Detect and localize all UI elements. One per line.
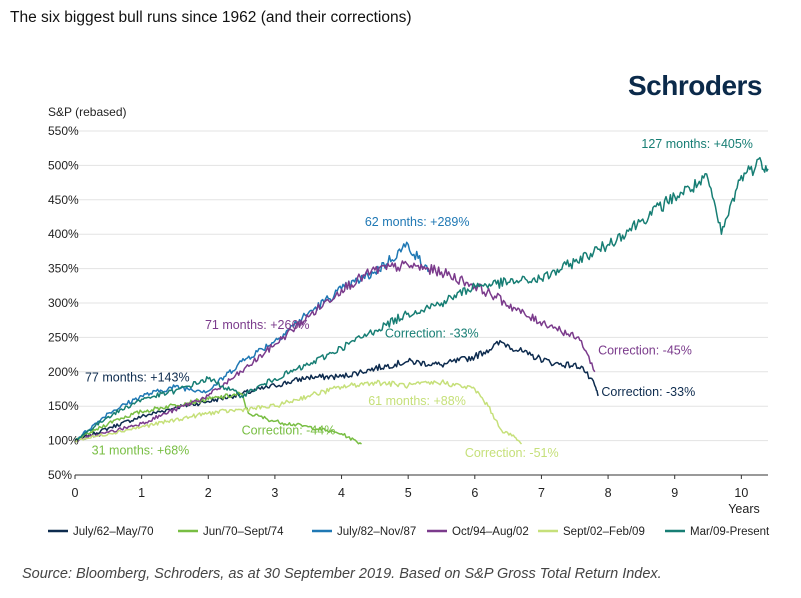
x-axis-label: Years — [728, 502, 760, 516]
y-tick-label: 150% — [48, 399, 79, 413]
series-line-5 — [74, 156, 769, 442]
y-tick-label: 300% — [48, 296, 79, 310]
x-tick-label: 7 — [538, 486, 545, 500]
legend-label: Oct/94–Aug/02 — [452, 526, 529, 538]
chart-annotations: 77 months: +143% Correction: -33% 31 month… — [85, 137, 753, 460]
x-tick-label: 2 — [205, 486, 212, 500]
bull-runs-line-chart: 50% 100% 150% 200% 250% 300% 350% 400% 450% 500% 5… — [48, 105, 770, 538]
series-line-0 — [74, 339, 599, 442]
x-tick-label: 10 — [734, 486, 748, 500]
legend-label: July/62–May/70 — [73, 526, 154, 538]
x-tick-label: 9 — [671, 486, 678, 500]
y-tick-label: 100% — [48, 434, 79, 448]
annotation-label: 62 months: +289% — [365, 215, 470, 229]
legend-label: Sept/02–Feb/09 — [563, 526, 645, 538]
legend-label: Mar/09-Present — [690, 526, 770, 538]
annotation-label: Correction: -45% — [598, 344, 692, 358]
y-tick-label: 450% — [48, 193, 79, 207]
series-line-1 — [74, 391, 362, 445]
series-line-2 — [74, 241, 429, 442]
annotation-label: Correction: -33% — [601, 385, 695, 399]
series-line-4 — [74, 379, 523, 445]
y-tick-label: 400% — [48, 227, 79, 241]
annotation-label: Correction: -33% — [385, 326, 479, 340]
annotation-label: 31 months: +68% — [92, 443, 190, 457]
y-tick-label: 550% — [48, 124, 79, 138]
source-note: Source: Bloomberg, Schroders, as at 30 S… — [22, 566, 662, 582]
annotation-label: 61 months: +88% — [368, 394, 466, 408]
legend-label: Jun/70–Sept/74 — [203, 526, 284, 538]
y-tick-label: 50% — [48, 468, 72, 482]
y-tick-label: 350% — [48, 262, 79, 276]
gridlines — [75, 130, 768, 476]
y-axis: 50% 100% 150% 200% 250% 300% 350% 400% 450% 500% 5… — [48, 105, 127, 482]
legend-label: July/82–Nov/87 — [337, 526, 416, 538]
annotation-label: Correction: -44% — [242, 423, 336, 437]
x-axis: 0 1 2 3 4 5 6 7 8 9 10 Years — [72, 474, 768, 516]
x-tick-label: 1 — [138, 486, 145, 500]
series-lines — [74, 156, 769, 445]
x-tick-label: 0 — [72, 486, 79, 500]
schroders-logo: Schroders — [628, 70, 763, 101]
series-line-3 — [74, 260, 596, 442]
annotation-label: 71 months: +266% — [205, 318, 310, 332]
y-axis-label: S&P (rebased) — [48, 105, 127, 119]
y-tick-label: 200% — [48, 365, 79, 379]
y-tick-label: 250% — [48, 330, 79, 344]
y-tick-label: 500% — [48, 158, 79, 172]
annotation-label: Correction: -51% — [465, 446, 559, 460]
chart-title: The six biggest bull runs since 1962 (an… — [10, 9, 412, 26]
x-tick-label: 8 — [605, 486, 612, 500]
legend: July/62–May/70 Jun/70–Sept/74 July/82–Nov/… — [48, 526, 770, 538]
x-tick-label: 4 — [338, 486, 345, 500]
x-tick-label: 3 — [271, 486, 278, 500]
annotation-label: 77 months: +143% — [85, 370, 190, 384]
x-tick-label: 6 — [471, 486, 478, 500]
annotation-label: 127 months: +405% — [641, 137, 753, 151]
x-tick-label: 5 — [405, 486, 412, 500]
